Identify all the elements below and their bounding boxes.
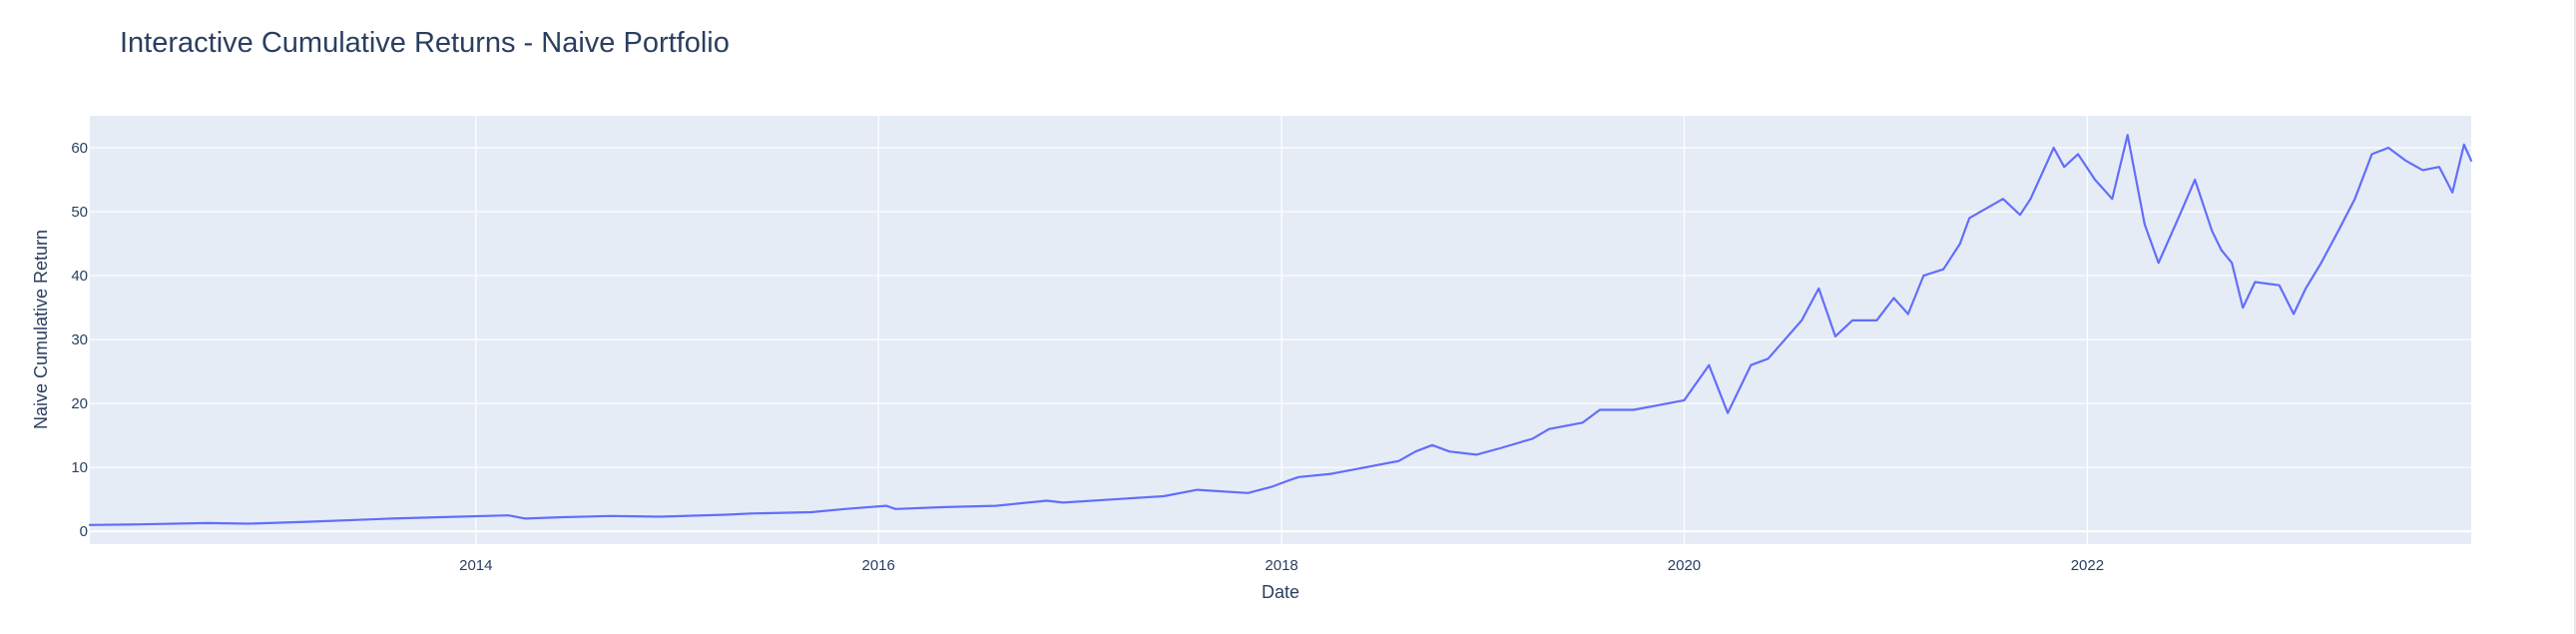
x-tick-label: 2014 (459, 557, 492, 574)
series-layer (88, 134, 2473, 526)
plot-area (90, 116, 2471, 544)
x-axis-label: Date (1262, 582, 1299, 602)
y-tick-label: 40 (71, 268, 88, 285)
y-axis-label: Naive Cumulative Return (31, 230, 51, 429)
x-tick-label: 2018 (1265, 557, 1297, 574)
window-edge (2574, 0, 2576, 634)
x-tick-label: 2016 (861, 557, 894, 574)
chart-title: Interactive Cumulative Returns - Naive P… (120, 27, 730, 59)
y-tick-label: 0 (80, 523, 88, 540)
y-tick-label: 60 (71, 140, 88, 157)
x-tick-label: 2022 (2071, 557, 2104, 574)
y-tick-label: 50 (71, 204, 88, 221)
series-line (88, 134, 2473, 526)
y-tick-label: 10 (71, 459, 88, 476)
axis-layer: 0 10 20 30 40 50 60 2014 2016 2018 2020 2022 (71, 140, 2104, 574)
grid-layer (90, 116, 2471, 544)
y-tick-label: 30 (71, 331, 88, 348)
x-tick-label: 2020 (1668, 557, 1701, 574)
y-tick-label: 20 (71, 395, 88, 412)
